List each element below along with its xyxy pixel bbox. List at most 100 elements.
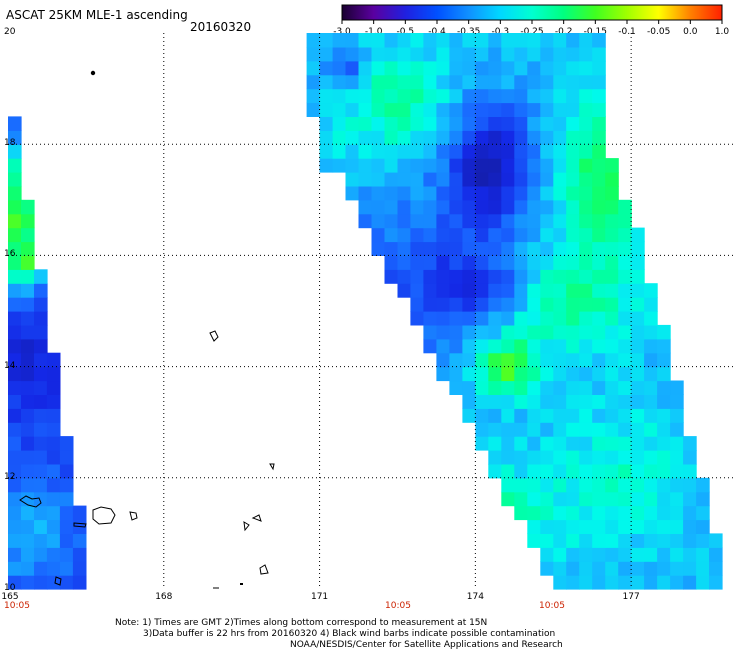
- data-cell: [59, 450, 74, 465]
- data-cell: [34, 533, 48, 548]
- data-cell: [592, 505, 606, 521]
- data-cell: [579, 324, 593, 340]
- data-cell: [462, 144, 476, 159]
- data-cell: [657, 547, 671, 562]
- data-cell: [553, 172, 567, 187]
- data-cell: [449, 366, 463, 382]
- data-cell: [592, 227, 606, 243]
- colorbar-label: 1.0: [714, 27, 730, 37]
- data-cell: [306, 46, 321, 62]
- data-cell: [540, 46, 554, 62]
- data-cell: [631, 255, 645, 270]
- data-cell: [384, 199, 399, 215]
- data-cell: [618, 561, 632, 576]
- note-line-3: NOAA/NESDIS/Center for Satellite Applica…: [290, 640, 563, 650]
- data-cell: [397, 185, 412, 201]
- data-cell: [34, 366, 48, 382]
- data-cell: [462, 324, 476, 340]
- data-cell: [657, 505, 671, 521]
- data-cell: [34, 477, 48, 493]
- data-cell: [449, 60, 463, 76]
- data-cell: [8, 519, 22, 534]
- data-cell: [8, 352, 22, 368]
- data-cell: [514, 74, 528, 90]
- data-cell: [566, 199, 580, 215]
- data-cell: [423, 172, 437, 187]
- data-cell: [436, 60, 450, 76]
- data-cell: [605, 561, 619, 576]
- data-cell: [579, 311, 593, 326]
- colorbar-label: -0.15: [583, 27, 607, 37]
- data-cell: [449, 338, 463, 354]
- data-cell: [527, 283, 541, 298]
- data-cell: [488, 88, 502, 104]
- data-cell: [709, 547, 723, 562]
- data-cell: [579, 338, 593, 354]
- data-cell: [462, 74, 476, 90]
- data-cell: [475, 60, 489, 76]
- data-cell: [8, 436, 22, 451]
- colorbar-label: -0.1: [618, 27, 636, 37]
- data-cell: [579, 450, 593, 465]
- data-cell: [462, 338, 476, 354]
- data-cell: [579, 116, 593, 131]
- data-cell: [540, 241, 554, 256]
- data-cell: [501, 46, 515, 62]
- data-cell: [631, 366, 645, 382]
- data-cell: [618, 436, 632, 451]
- data-cell: [46, 422, 61, 437]
- data-cell: [501, 450, 515, 465]
- data-cell: [449, 158, 463, 173]
- data-cell: [34, 283, 48, 298]
- data-cell: [423, 88, 437, 104]
- data-cell: [8, 338, 22, 354]
- data-cell: [358, 102, 373, 117]
- data-cell: [436, 88, 450, 104]
- data-cell: [501, 255, 515, 270]
- data-cell: [553, 269, 567, 284]
- data-cell: [8, 561, 22, 576]
- data-cell: [8, 116, 22, 131]
- data-cell: [21, 366, 35, 382]
- data-cell: [644, 352, 658, 368]
- data-cell: [631, 491, 645, 507]
- data-cell: [670, 519, 684, 534]
- data-cell: [553, 199, 567, 215]
- data-cell: [579, 227, 593, 243]
- data-cell: [605, 533, 619, 548]
- data-cell: [410, 213, 424, 229]
- lon-tick-label: 177: [622, 592, 640, 602]
- data-cell: [488, 60, 502, 76]
- data-cell: [670, 463, 684, 479]
- data-cell: [527, 130, 541, 145]
- data-cell: [371, 130, 386, 145]
- data-cell: [449, 185, 463, 201]
- data-cell: [449, 130, 463, 145]
- data-cell: [514, 394, 528, 409]
- data-cell: [449, 227, 463, 243]
- data-cell: [644, 575, 658, 590]
- data-cell: [436, 311, 450, 326]
- data-cell: [527, 158, 541, 173]
- data-cell: [514, 46, 528, 62]
- data-cell: [631, 463, 645, 479]
- data-cell: [553, 352, 567, 368]
- data-cell: [514, 422, 528, 437]
- data-cell: [501, 74, 515, 90]
- data-cell: [345, 60, 360, 76]
- data-cell: [488, 33, 502, 48]
- data-cell: [59, 463, 74, 479]
- data-cell: [527, 199, 541, 215]
- data-cell: [501, 422, 515, 437]
- lat-tick-label: 14: [4, 360, 16, 371]
- data-cell: [8, 172, 22, 187]
- data-cell: [449, 102, 463, 117]
- data-cell: [644, 505, 658, 521]
- lon-tick-label: 171: [310, 592, 329, 602]
- data-cell: [501, 60, 515, 76]
- data-cell: [657, 380, 671, 395]
- data-cell: [423, 269, 437, 284]
- data-cell: [696, 519, 710, 534]
- data-cell: [670, 533, 684, 548]
- data-cell: [527, 380, 541, 395]
